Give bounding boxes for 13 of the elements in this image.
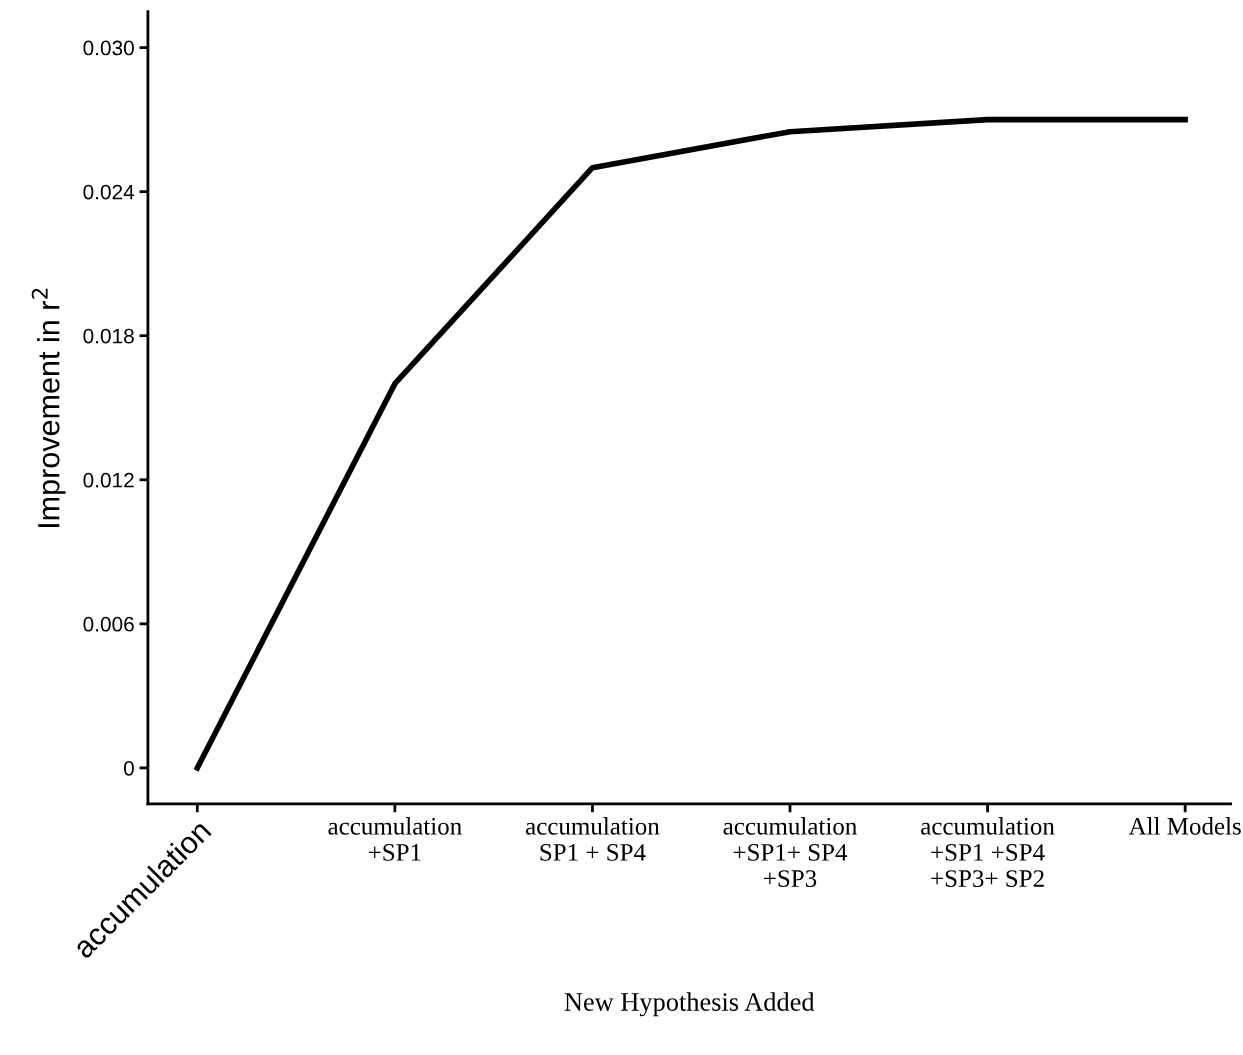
y-tick-label: 0 [123,760,134,776]
x-tick-label: accumulation +SP1+ SP4 +SP3 [723,817,857,887]
x-tick-label: accumulation SP1 + SP4 [525,817,660,861]
x-tick-label: All Models [1128,817,1241,835]
y-tick-label: 0.018 [83,328,134,344]
y-tick-label: 0.030 [83,40,134,56]
y-tick-label: 0.024 [83,184,135,200]
y-tick-label: 0.006 [83,616,134,632]
y-tick-label: 0.012 [83,472,134,488]
x-tick-label: accumulation +SP1 [328,817,462,861]
y-axis-title: Improvement in r$^{2}$ [31,288,66,528]
x-tick-label: accumulation +SP1 +SP4 +SP3+ SP2 [921,817,1055,887]
x-axis-title: New Hypothesis Added [564,992,815,1017]
